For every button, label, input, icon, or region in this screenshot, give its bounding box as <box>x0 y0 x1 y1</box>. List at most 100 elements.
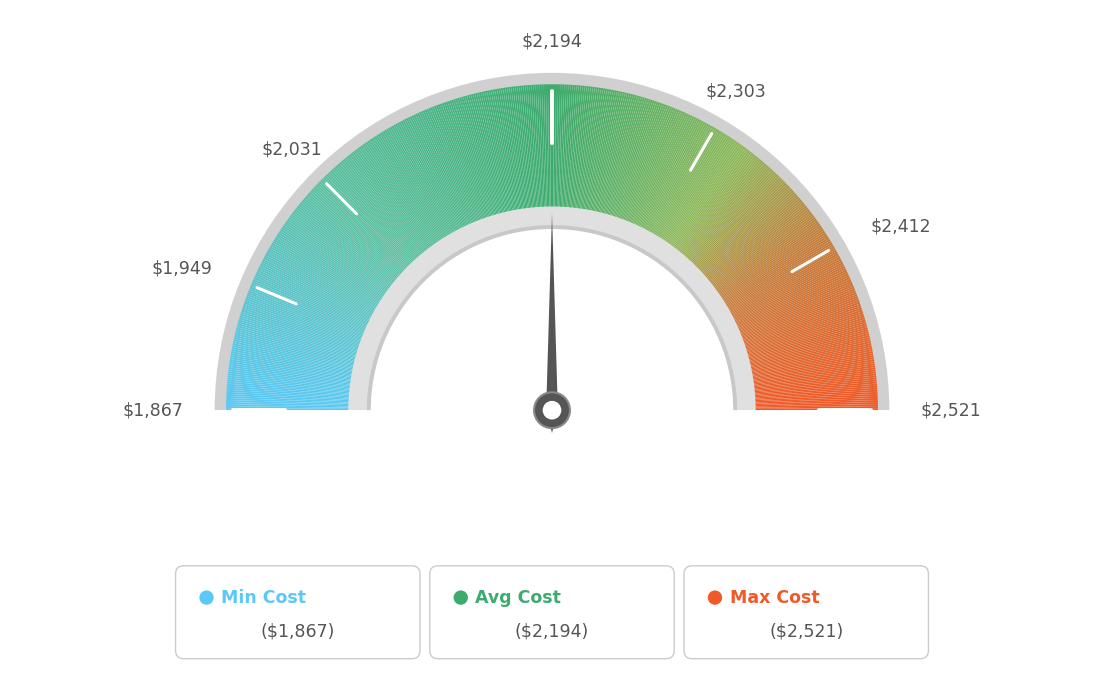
Wedge shape <box>333 167 417 260</box>
Wedge shape <box>369 139 439 243</box>
Wedge shape <box>381 132 447 238</box>
Wedge shape <box>332 168 416 261</box>
Wedge shape <box>752 363 874 382</box>
Wedge shape <box>747 325 867 359</box>
Wedge shape <box>355 149 432 249</box>
Wedge shape <box>315 186 405 272</box>
Wedge shape <box>570 86 583 209</box>
Wedge shape <box>672 149 749 249</box>
Wedge shape <box>671 146 745 248</box>
Wedge shape <box>746 319 866 355</box>
Wedge shape <box>715 219 817 293</box>
Wedge shape <box>754 398 878 404</box>
Wedge shape <box>526 85 537 209</box>
Circle shape <box>708 591 722 604</box>
Wedge shape <box>564 85 574 208</box>
Wedge shape <box>737 283 852 333</box>
Wedge shape <box>518 86 532 209</box>
Wedge shape <box>227 373 351 388</box>
Wedge shape <box>268 248 376 310</box>
Wedge shape <box>273 241 380 306</box>
Wedge shape <box>231 353 353 376</box>
Wedge shape <box>693 177 781 266</box>
Wedge shape <box>383 130 448 237</box>
Wedge shape <box>523 86 535 209</box>
Wedge shape <box>258 268 370 323</box>
Wedge shape <box>230 362 352 381</box>
Wedge shape <box>753 384 877 395</box>
Wedge shape <box>248 290 364 337</box>
Wedge shape <box>745 315 864 353</box>
Wedge shape <box>752 362 874 381</box>
Wedge shape <box>689 171 775 263</box>
Wedge shape <box>229 371 351 387</box>
Wedge shape <box>424 110 474 224</box>
Wedge shape <box>552 84 554 208</box>
Wedge shape <box>574 86 588 209</box>
Wedge shape <box>231 351 353 375</box>
Wedge shape <box>232 349 353 373</box>
Wedge shape <box>237 322 358 356</box>
Wedge shape <box>586 89 609 211</box>
Wedge shape <box>741 294 857 339</box>
Wedge shape <box>657 132 723 238</box>
Wedge shape <box>558 84 562 208</box>
Wedge shape <box>753 377 877 391</box>
Wedge shape <box>368 141 438 244</box>
Wedge shape <box>415 114 468 227</box>
Wedge shape <box>235 331 355 362</box>
Wedge shape <box>750 341 871 368</box>
Wedge shape <box>262 260 372 319</box>
Wedge shape <box>246 296 363 341</box>
Wedge shape <box>651 126 714 235</box>
Wedge shape <box>666 141 736 244</box>
Wedge shape <box>683 163 766 258</box>
Wedge shape <box>503 88 523 210</box>
Wedge shape <box>418 112 470 226</box>
Wedge shape <box>647 123 708 233</box>
Wedge shape <box>337 164 420 259</box>
Wedge shape <box>346 157 425 254</box>
Wedge shape <box>227 384 351 395</box>
Wedge shape <box>233 339 354 367</box>
Wedge shape <box>274 239 380 305</box>
Wedge shape <box>455 99 493 217</box>
Wedge shape <box>255 273 369 326</box>
Wedge shape <box>283 226 385 297</box>
Wedge shape <box>297 206 395 284</box>
Wedge shape <box>692 175 779 266</box>
Wedge shape <box>620 104 665 221</box>
Wedge shape <box>754 392 878 400</box>
Wedge shape <box>742 298 859 342</box>
Wedge shape <box>298 204 395 284</box>
Wedge shape <box>423 110 473 225</box>
Wedge shape <box>278 232 383 301</box>
Wedge shape <box>590 90 615 212</box>
Text: Min Cost: Min Cost <box>221 589 306 607</box>
Wedge shape <box>266 251 375 313</box>
Wedge shape <box>245 299 362 343</box>
Wedge shape <box>613 99 652 218</box>
Wedge shape <box>682 161 764 257</box>
Wedge shape <box>426 109 475 224</box>
Wedge shape <box>708 202 805 282</box>
Wedge shape <box>386 128 450 236</box>
Wedge shape <box>354 150 431 250</box>
Wedge shape <box>754 396 878 402</box>
Wedge shape <box>407 117 464 229</box>
Wedge shape <box>622 104 666 221</box>
Wedge shape <box>254 277 368 328</box>
Wedge shape <box>724 239 830 305</box>
Wedge shape <box>516 86 530 209</box>
Wedge shape <box>309 192 402 275</box>
Wedge shape <box>434 106 480 222</box>
Wedge shape <box>749 337 870 366</box>
Wedge shape <box>607 97 643 216</box>
Wedge shape <box>664 138 733 242</box>
Wedge shape <box>544 84 549 208</box>
Wedge shape <box>709 206 807 284</box>
Wedge shape <box>240 315 359 353</box>
Wedge shape <box>562 85 571 208</box>
Wedge shape <box>265 255 374 315</box>
Wedge shape <box>252 281 367 331</box>
